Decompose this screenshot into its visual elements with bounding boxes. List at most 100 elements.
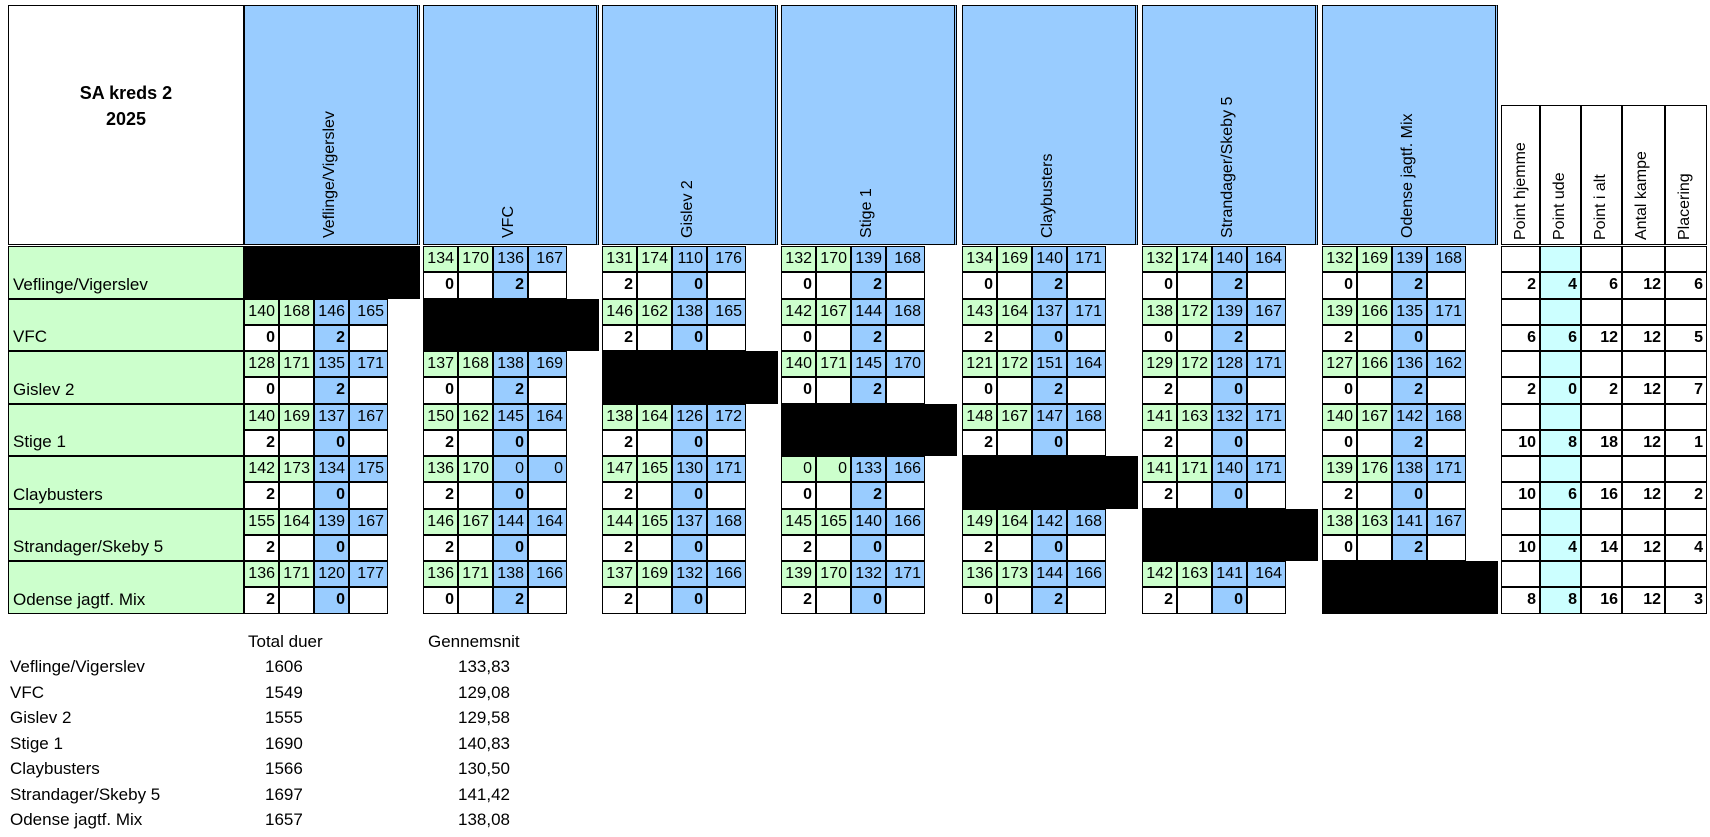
score-cell: 141: [1212, 561, 1247, 588]
score-cell: 166: [528, 561, 567, 588]
points-away: 2: [1212, 272, 1247, 299]
score-cell: 139: [1322, 298, 1357, 325]
points-spacer: [458, 377, 493, 404]
score-cell: 128: [1212, 351, 1247, 378]
points-home: 0: [244, 377, 279, 404]
stat-spacer: [1581, 246, 1622, 273]
score-cell: 128: [244, 351, 279, 378]
column-header-label: Strandager/Skeby 5: [1219, 96, 1236, 238]
points-home: 2: [1322, 482, 1357, 509]
self-match-block: [1142, 508, 1318, 561]
score-cell: 132: [1212, 403, 1247, 430]
points-spacer: [349, 482, 388, 509]
points-home: 2: [962, 324, 997, 351]
stat-spacer: [1540, 351, 1581, 378]
stat-value: 2: [1581, 377, 1622, 404]
stat-value: 2: [1665, 482, 1707, 509]
score-cell: 138: [1322, 508, 1357, 535]
points-away: 0: [314, 534, 349, 561]
points-home: 0: [244, 324, 279, 351]
row-team-label: Veflinge/Vigerslev: [13, 274, 148, 294]
score-cell: 136: [423, 456, 458, 483]
stat-spacer: [1540, 298, 1581, 325]
score-cell: 138: [493, 351, 528, 378]
points-spacer: [349, 534, 388, 561]
stat-value: 12: [1581, 324, 1622, 351]
points-spacer: [1177, 324, 1212, 351]
points-spacer: [458, 272, 493, 299]
stat-value: 4: [1540, 534, 1581, 561]
score-cell: 166: [707, 561, 746, 588]
score-cell: 165: [637, 456, 672, 483]
stat-header: Antal kampe: [1622, 105, 1665, 245]
stat-value: 3: [1665, 587, 1707, 614]
points-away: 0: [1212, 482, 1247, 509]
column-header-label: Gislev 2: [679, 180, 696, 238]
points-spacer: [279, 482, 314, 509]
points-spacer: [528, 429, 567, 456]
points-spacer: [1177, 587, 1212, 614]
points-home: 2: [602, 272, 637, 299]
score-cell: 147: [1032, 403, 1067, 430]
summary-average: 138,08: [458, 810, 510, 829]
points-away: 2: [1032, 377, 1067, 404]
score-cell: 139: [781, 561, 816, 588]
points-spacer: [997, 429, 1032, 456]
points-spacer: [886, 377, 925, 404]
points-away: 0: [672, 482, 707, 509]
summary-total: 1697: [265, 784, 303, 804]
score-cell: 155: [244, 508, 279, 535]
score-cell: 170: [816, 561, 851, 588]
score-cell: 164: [528, 403, 567, 430]
summary-average: 141,42: [458, 784, 510, 804]
points-away: 0: [493, 482, 528, 509]
score-cell: 143: [962, 298, 997, 325]
points-away: 2: [1032, 272, 1067, 299]
points-spacer: [637, 482, 672, 509]
stat-value: 6: [1581, 272, 1622, 299]
points-spacer: [637, 534, 672, 561]
points-spacer: [1177, 377, 1212, 404]
score-cell: 166: [886, 508, 925, 535]
score-cell: 129: [1142, 351, 1177, 378]
stat-value: 6: [1540, 482, 1581, 509]
score-cell: 167: [349, 508, 388, 535]
score-cell: 165: [349, 298, 388, 325]
points-home: 2: [1322, 324, 1357, 351]
points-away: 2: [493, 377, 528, 404]
score-cell: 131: [602, 246, 637, 273]
score-cell: 168: [1427, 403, 1466, 430]
score-cell: 162: [458, 403, 493, 430]
column-header-label: Claybusters: [1039, 153, 1056, 238]
score-cell: 121: [962, 351, 997, 378]
score-cell: 165: [707, 298, 746, 325]
score-cell: 134: [314, 456, 349, 483]
score-cell: 164: [997, 508, 1032, 535]
points-home: 0: [962, 587, 997, 614]
points-spacer: [1247, 429, 1286, 456]
points-spacer: [528, 587, 567, 614]
stat-spacer: [1501, 561, 1540, 588]
score-cell: 162: [637, 298, 672, 325]
score-cell: 171: [1247, 351, 1286, 378]
self-match-block: [244, 246, 420, 299]
summary-total: 1657: [265, 810, 303, 829]
column-header-label: VFC: [500, 206, 517, 238]
points-away: 2: [493, 272, 528, 299]
score-cell: 144: [851, 298, 886, 325]
score-cell: 138: [1392, 456, 1427, 483]
self-match-block: [962, 456, 1138, 509]
stat-value: 0: [1540, 377, 1581, 404]
stat-spacer: [1622, 298, 1665, 325]
score-cell: 137: [1032, 298, 1067, 325]
score-cell: 149: [962, 508, 997, 535]
points-home: 2: [781, 587, 816, 614]
points-away: 0: [314, 482, 349, 509]
points-spacer: [886, 482, 925, 509]
points-home: 2: [602, 429, 637, 456]
summary-total: 1555: [265, 708, 303, 727]
score-cell: 132: [672, 561, 707, 588]
stat-header-label: Point i alt: [1592, 174, 1609, 240]
points-spacer: [886, 272, 925, 299]
points-spacer: [458, 587, 493, 614]
